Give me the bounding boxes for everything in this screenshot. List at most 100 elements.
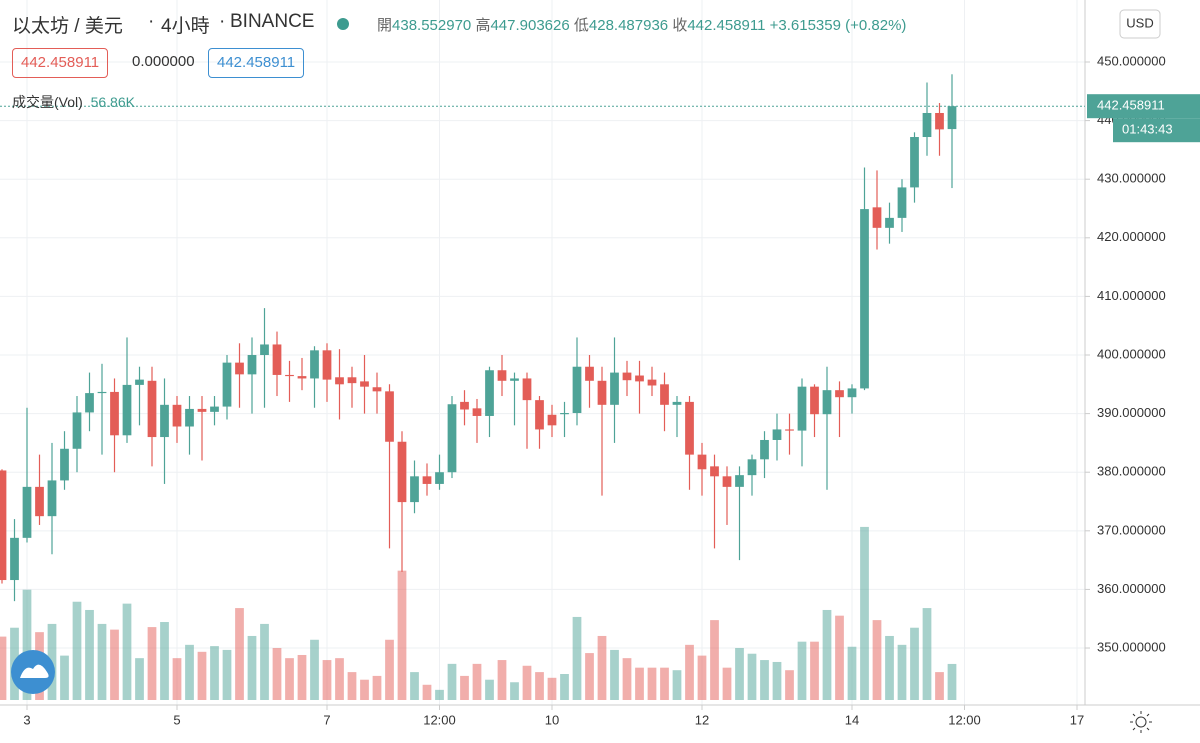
- candle-body: [897, 187, 907, 218]
- candle-body: [735, 475, 744, 487]
- candle-body: [797, 386, 807, 431]
- candle-body: [235, 362, 244, 375]
- volume-bar: [310, 639, 319, 700]
- volume-bar: [197, 651, 207, 700]
- candle-body: [197, 408, 207, 412]
- candle-body: [885, 217, 894, 228]
- candle-body: [685, 401, 694, 455]
- last-price-box: [1087, 94, 1200, 119]
- candle-body: [410, 476, 419, 503]
- currency-button[interactable]: [1119, 9, 1161, 39]
- y-tick-label: 410.000000: [1097, 288, 1166, 303]
- candle-body: [60, 448, 69, 481]
- volume-bar: [710, 620, 719, 700]
- volume-bar: [722, 667, 732, 700]
- candle-body: [860, 209, 869, 389]
- candle-body: [572, 366, 582, 414]
- candle-body: [135, 379, 144, 385]
- buy-box[interactable]: 442.458911: [208, 48, 305, 78]
- high-value: 447.903626: [490, 17, 570, 34]
- volume-bar: [572, 616, 582, 700]
- volume-bar: [372, 675, 382, 700]
- candle-body: [872, 207, 882, 228]
- candle-body: [185, 408, 194, 427]
- candle-body: [272, 344, 282, 375]
- y-tick-label: 350.000000: [1097, 639, 1166, 654]
- volume-bar: [835, 615, 844, 700]
- volume-bar: [160, 622, 169, 700]
- x-tick-label: 12:00: [948, 712, 981, 727]
- candle-body: [635, 375, 644, 382]
- sell-box[interactable]: 442.458911: [12, 48, 109, 78]
- x-tick-label: 3: [23, 712, 30, 727]
- volume-bar: [797, 641, 807, 700]
- high-label: 高: [475, 17, 491, 34]
- y-tick-label: 360.000000: [1097, 581, 1166, 596]
- exchange: BINANCE: [230, 11, 315, 32]
- y-tick-label: 370.000000: [1097, 522, 1166, 537]
- volume-bar: [672, 670, 682, 700]
- volume-bar: [422, 684, 432, 700]
- close-label: 收: [672, 17, 688, 34]
- candle-body: [910, 137, 919, 188]
- x-tick-label: 5: [173, 712, 180, 727]
- y-tick-label: 420.000000: [1097, 229, 1166, 244]
- volume-bar: [97, 623, 107, 700]
- volume-bar: [0, 636, 7, 700]
- volume-bar: [622, 658, 632, 700]
- volume-bar: [297, 654, 307, 700]
- symbol: 以太坊 / 美元: [12, 16, 123, 37]
- x-tick-label: 7: [323, 712, 330, 727]
- candle-body: [460, 401, 469, 410]
- volume-bar: [560, 674, 569, 700]
- volume-bar: [635, 667, 644, 700]
- plot: [0, 0, 1085, 705]
- candle-body: [472, 408, 482, 416]
- candle-body: [347, 377, 357, 384]
- candle-body: [310, 350, 319, 379]
- candle-body: [922, 112, 932, 138]
- volume-bar: [910, 627, 919, 700]
- candle-body: [560, 413, 569, 415]
- volume-bar: [135, 658, 144, 700]
- volume-bar: [447, 663, 457, 700]
- candle-body: [247, 355, 257, 375]
- volume-bar: [460, 675, 469, 700]
- candle-body: [385, 391, 394, 442]
- volume-bar: [610, 649, 619, 700]
- volume-bar: [335, 658, 344, 700]
- low-value: 428.487936: [588, 17, 669, 34]
- volume-bar: [785, 670, 794, 700]
- candle-body: [285, 374, 294, 377]
- candle-body: [760, 439, 769, 460]
- volume-bar: [222, 649, 232, 700]
- settings-icon[interactable]: [1130, 711, 1152, 733]
- candle-body: [147, 380, 157, 438]
- volume-bar: [885, 635, 894, 700]
- volume-bar: [172, 658, 182, 700]
- volume-bar: [60, 655, 69, 700]
- candle-body: [260, 344, 269, 356]
- volume-bar: [210, 646, 219, 700]
- volume-bar: [772, 661, 782, 700]
- y-tick-label: 400.000000: [1097, 346, 1166, 361]
- volume-bar: [122, 603, 132, 700]
- candle-body: [435, 472, 444, 484]
- candle-body: [697, 454, 707, 470]
- candle-body: [547, 414, 557, 426]
- candle-body: [222, 362, 232, 407]
- volume-bar: [697, 655, 707, 700]
- volume-bar: [647, 667, 657, 700]
- y-tick-label: 430.000000: [1097, 171, 1166, 186]
- volume-bar: [522, 665, 532, 700]
- candle-body: [510, 378, 519, 381]
- candle-body: [172, 404, 182, 427]
- volume-bar: [347, 672, 357, 700]
- volume-bar: [660, 667, 669, 700]
- candle-body: [597, 380, 607, 405]
- volume-bar: [85, 609, 94, 700]
- y-tick-label: 380.000000: [1097, 464, 1166, 479]
- logo-icon: [20, 664, 49, 678]
- volume-bar: [485, 679, 494, 700]
